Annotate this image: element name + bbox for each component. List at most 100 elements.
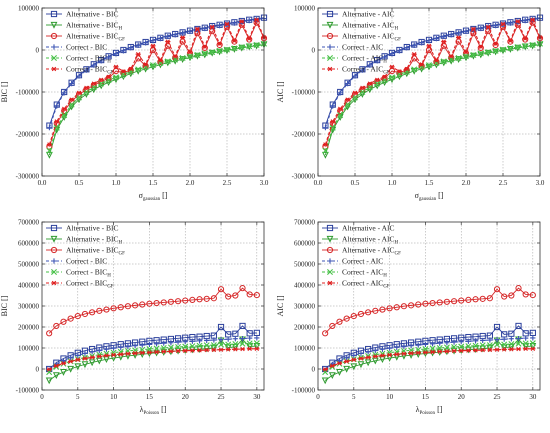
legend-label: Correct - AICH <box>342 268 387 279</box>
data-point <box>386 349 393 356</box>
data-point <box>246 291 253 298</box>
data-point <box>253 340 260 347</box>
data-point <box>182 348 188 353</box>
y-tick-label: -100000 <box>292 387 316 395</box>
legend-label-main: Alternative - AIC <box>342 32 395 41</box>
y-tick-label: 0 <box>36 366 40 374</box>
x-tick-label: 30 <box>253 393 261 401</box>
legend-label-main: Alternative - BIC <box>66 246 119 255</box>
legend-item: Correct - AIC <box>322 43 383 52</box>
data-point <box>239 322 246 330</box>
series-cor_gf-gf <box>46 346 260 372</box>
data-point <box>75 352 81 358</box>
data-point <box>514 44 521 51</box>
data-point <box>81 310 89 318</box>
data-point <box>60 358 67 364</box>
legend-label: Correct - AIC <box>342 257 383 266</box>
y-tick-label: 500000 <box>18 261 40 269</box>
data-point <box>182 297 189 304</box>
x-tick-label: 0 <box>40 393 44 401</box>
legend-label-subscript: H <box>395 27 399 32</box>
data-point <box>135 66 142 73</box>
data-point <box>494 337 500 343</box>
data-point <box>515 335 522 342</box>
legend-marker <box>50 32 58 40</box>
legend-label-main: Correct - BIC <box>66 43 107 52</box>
data-point <box>515 285 522 292</box>
x-axis-label-tail: [] <box>435 405 443 414</box>
data-point <box>411 42 417 48</box>
data-point <box>411 51 417 57</box>
data-point <box>458 348 464 353</box>
data-point <box>507 45 514 52</box>
data-point <box>231 38 237 43</box>
data-point <box>60 369 67 376</box>
data-point <box>187 49 193 55</box>
data-point <box>463 53 469 60</box>
data-point <box>365 309 372 316</box>
data-point <box>433 60 440 67</box>
x-tick-label: 25 <box>218 393 226 401</box>
x-tick-label: 0.0 <box>314 179 323 187</box>
data-point <box>329 322 336 330</box>
data-point <box>404 45 410 51</box>
data-point <box>139 301 146 308</box>
data-point <box>209 49 216 56</box>
data-point <box>329 124 336 131</box>
data-point <box>440 58 447 65</box>
data-point <box>95 357 103 365</box>
y-tick-label: 0 <box>36 47 40 55</box>
series-cor_gf-gf <box>46 17 267 147</box>
legend-label-subscript: GF <box>119 38 126 43</box>
data-point <box>91 81 97 86</box>
data-point <box>111 352 117 358</box>
data-point <box>357 310 365 318</box>
legend-label-main: Alternative - BIC <box>66 224 119 233</box>
data-point <box>98 80 105 87</box>
data-point <box>359 89 366 95</box>
x-tick-label: 3.0 <box>536 179 545 187</box>
data-point <box>418 62 425 70</box>
data-point <box>396 69 402 74</box>
data-point <box>150 62 156 69</box>
data-point <box>120 69 126 74</box>
legend-label-subscript: H <box>383 274 387 279</box>
y-tick-label: 0 <box>312 366 316 374</box>
data-point <box>508 347 514 352</box>
data-point <box>189 296 196 304</box>
y-tick-label: -200000 <box>292 131 316 139</box>
legend-label: Correct - AICGF <box>342 65 390 76</box>
legend-label-subscript: GF <box>395 38 402 43</box>
data-point <box>501 347 507 352</box>
data-point <box>52 372 60 380</box>
data-point <box>153 349 160 355</box>
data-point <box>224 46 230 53</box>
data-point <box>168 340 174 346</box>
data-point <box>53 124 60 131</box>
data-point <box>142 62 149 70</box>
legend-marker <box>326 10 334 18</box>
grid <box>42 8 264 176</box>
legend-marker <box>327 258 333 264</box>
data-point <box>465 338 471 344</box>
x-tick-label: 0 <box>316 393 320 401</box>
data-point <box>523 346 529 352</box>
data-point <box>500 21 506 27</box>
data-point <box>61 106 67 112</box>
legend-marker <box>51 55 57 61</box>
data-point <box>106 54 112 60</box>
data-point <box>61 112 68 119</box>
data-point <box>493 323 501 331</box>
data-point <box>174 298 182 305</box>
legend-label-main: Correct - AIC <box>342 65 383 74</box>
data-point <box>371 357 379 365</box>
data-point <box>45 377 53 385</box>
data-point <box>218 337 224 343</box>
y-tick-label: 400000 <box>294 282 316 290</box>
data-point <box>456 35 462 40</box>
data-point <box>143 62 149 67</box>
legend-label-main: Alternative - BIC <box>66 32 119 41</box>
data-point <box>89 355 95 360</box>
